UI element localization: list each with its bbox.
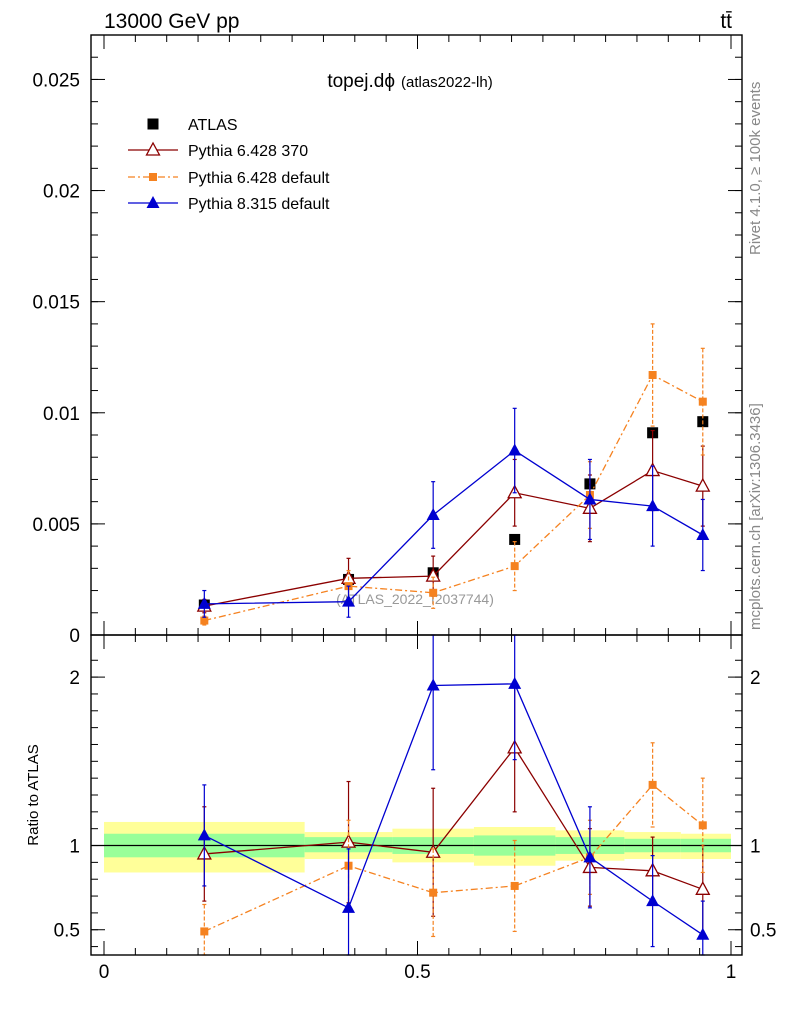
- main-point-py6_default: [510, 562, 519, 571]
- ratio-ticks: 0.5 0.5 1 1 2 2 0 0.5 1: [54, 635, 776, 983]
- legend-marker-py6_default: [149, 173, 157, 181]
- ratio-frame: [90, 634, 743, 956]
- ratio-series: [196, 634, 711, 956]
- ratio-y-tick-label-right: 0.5: [750, 921, 776, 942]
- ratio-point-py8: [342, 900, 356, 913]
- rivet-label: Rivet 4.1.0, ≥ 100k events: [747, 82, 764, 255]
- energy-label: 13000 GeV pp: [104, 10, 239, 33]
- ratio-point-py8: [646, 894, 660, 907]
- main-line-py8: [204, 449, 704, 605]
- process-label: tt̄: [720, 10, 732, 33]
- main-panel: topej.dϕ (atlas2022-lh) (ATLAS_2022_I203…: [32, 34, 743, 647]
- main-series-py8: [197, 407, 710, 618]
- legend-marker-py8: [146, 196, 160, 208]
- ratio-point-py8: [696, 927, 710, 940]
- ratio-series-py6_370: [196, 683, 711, 934]
- legend-label-py6_370: Pythia 6.428 370: [188, 143, 308, 160]
- ratio-point-py8: [197, 828, 211, 841]
- y-tick-label: 0.015: [32, 293, 80, 314]
- ratio-point-py8: [508, 676, 522, 689]
- main-point-py8: [646, 499, 660, 512]
- ratio-point-py6_370: [695, 880, 711, 895]
- watermark: (ATLAS_2022_I2037744): [336, 591, 494, 607]
- main-point-py8: [342, 594, 356, 607]
- main-line-py6_370: [204, 469, 703, 607]
- ratio-y-tick-label-right: 2: [750, 668, 761, 689]
- main-series-py6_370: [196, 429, 711, 614]
- main-point-py6_370: [695, 477, 711, 492]
- main-point-py8: [197, 596, 211, 609]
- main-point-py8: [426, 508, 440, 520]
- x-tick-label: 0.5: [404, 962, 430, 983]
- main-point-py8: [583, 492, 597, 505]
- ratio-y-tick-label: 0.5: [54, 921, 80, 942]
- main-series-atlas: [198, 416, 709, 611]
- legend: ATLAS Pythia 6.428 370 Pythia 6.428 defaul…: [128, 117, 330, 213]
- y-tick-label: 0.02: [43, 182, 80, 203]
- y-tick-label: 0.01: [43, 404, 80, 425]
- ratio-point-py8: [426, 678, 440, 691]
- ratio-bands: [104, 821, 731, 873]
- main-line-py6_default: [204, 374, 704, 622]
- main-point-py6_default: [698, 397, 707, 406]
- x-tick-label: 0: [99, 962, 110, 983]
- y-tick-label: 0: [69, 626, 80, 647]
- main-point-py8: [508, 443, 522, 456]
- y-tick-label: 0.025: [32, 70, 80, 91]
- legend-label-py8: Pythia 8.315 default: [188, 196, 330, 213]
- ratio-ylabel: Ratio to ATLAS: [25, 744, 42, 845]
- main-ticks: 0 0.005 0.01 0.015 0.02 0.025: [32, 35, 742, 647]
- ratio-point-py6_default: [510, 881, 519, 890]
- ratio-point-py6_default: [429, 888, 438, 897]
- ratio-panel: 0.5 0.5 1 1 2 2 0 0.5 1 Ratio to ATLAS: [25, 634, 776, 983]
- main-point-py6_default: [648, 371, 657, 379]
- legend-marker-atlas: [147, 118, 159, 130]
- main-series: [196, 323, 711, 626]
- main-point-py6_default: [429, 588, 438, 597]
- main-point-py8: [696, 528, 710, 540]
- ratio-series-py8: [197, 634, 710, 956]
- ratio-y-tick-label-right: 1: [750, 837, 761, 858]
- ratio-line-py8: [204, 683, 704, 936]
- plot-subtitle: (atlas2022-lh): [401, 74, 493, 91]
- y-tick-label: 0.005: [32, 515, 80, 536]
- ratio-y-tick-label: 2: [69, 668, 80, 689]
- ratio-point-py6_default: [698, 821, 707, 830]
- x-tick-label: 1: [726, 962, 737, 983]
- ratio-y-tick-label: 1: [69, 837, 80, 858]
- main-point-py6_default: [200, 616, 209, 625]
- ratio-point-py6_default: [200, 927, 209, 936]
- plot-title: topej.dϕ: [327, 71, 395, 92]
- ratio-point-py8: [583, 850, 597, 863]
- legend-label-py6_default: Pythia 6.428 default: [188, 170, 330, 187]
- ratio-point-py6_default: [648, 780, 657, 789]
- main-series-py6_default: [200, 323, 707, 626]
- legend-label-atlas: ATLAS: [188, 117, 238, 134]
- main-point-atlas: [509, 533, 521, 545]
- mcplots-label: mcplots.cern.ch [arXiv:1306.3436]: [747, 403, 764, 630]
- legend-marker-py6_370: [145, 141, 161, 156]
